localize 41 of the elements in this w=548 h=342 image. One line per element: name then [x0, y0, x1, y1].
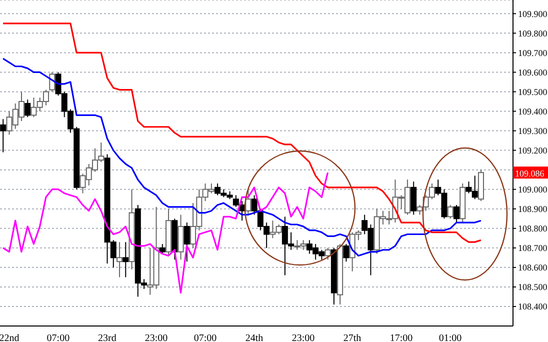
x-tick-label: 23:00 — [144, 333, 168, 342]
y-tick-label: 109.000 — [518, 184, 548, 195]
y-tick-label: 108.800 — [518, 224, 548, 234]
y-tick-label: 109.800 — [518, 28, 548, 38]
y-tick-label: 109.200 — [518, 146, 548, 156]
text: 109.086 — [515, 168, 545, 179]
candlestick — [410, 181, 417, 216]
y-tick-label: 109.300 — [518, 126, 548, 136]
y-tick-label: 109.400 — [518, 106, 548, 116]
candlestick — [24, 99, 31, 118]
candlestick — [245, 188, 252, 216]
x-tick-label: 07:00 — [194, 333, 217, 342]
candlestick — [447, 204, 454, 220]
y-tick-label: 108.900 — [518, 204, 548, 214]
x-tick-label: 22nd — [0, 333, 20, 342]
candlestick — [324, 247, 331, 260]
x-tick-label: 07:00 — [46, 333, 70, 342]
candlestick — [122, 242, 129, 278]
y-tick-label: 109.700 — [518, 48, 548, 58]
y-tick-label: 108.700 — [518, 243, 548, 254]
x-tick-label: 01:00 — [438, 333, 462, 342]
line-series — [2, 22, 482, 243]
y-tick-label: 109.600 — [518, 67, 548, 78]
candlestick — [159, 244, 166, 254]
y-tick-label: 109.500 — [518, 86, 548, 97]
candlestick — [184, 222, 190, 262]
candlestick — [0, 118, 6, 153]
candlestick — [343, 244, 350, 262]
y-tick-label: 108.600 — [518, 262, 548, 273]
y-tick-label: 108.500 — [518, 282, 548, 292]
line-series — [2, 58, 482, 257]
y-tick-label: 109.900 — [518, 8, 548, 19]
line-series — [2, 172, 329, 294]
x-tick-label: 27th — [343, 333, 362, 342]
x-tick-label: 17:00 — [390, 333, 413, 342]
candlestick — [116, 242, 123, 278]
candlestick — [453, 204, 460, 224]
x-tick-label: 23rd — [98, 333, 116, 342]
y-tick-label: 108.400 — [518, 302, 548, 312]
x-tick-label: 24th — [245, 333, 264, 342]
x-tick-label: 23:00 — [292, 333, 315, 342]
